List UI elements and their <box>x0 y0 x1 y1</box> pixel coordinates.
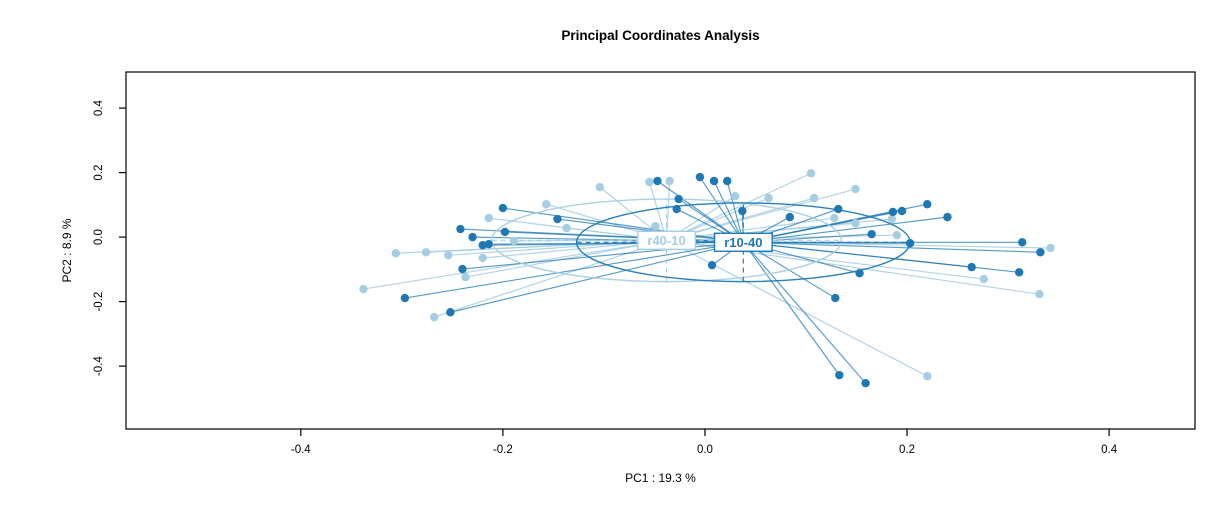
data-point-r40-10 <box>444 250 453 260</box>
data-point-r10-40 <box>923 200 932 209</box>
data-point-r40-10 <box>806 169 816 178</box>
spider-line-r10-40 <box>742 241 840 376</box>
data-point-r40-10 <box>764 193 773 203</box>
spider-line-r10-40 <box>472 236 744 243</box>
x-tick-label: 0.0 <box>697 444 713 456</box>
data-point-r40-10 <box>851 219 860 228</box>
data-point-r10-40 <box>738 206 747 216</box>
data-point-r10-40 <box>967 262 976 272</box>
data-point-r40-10 <box>478 253 487 263</box>
data-point-r10-40 <box>1018 238 1027 247</box>
spider-line-r10-40 <box>743 216 948 243</box>
data-point-r10-40 <box>709 176 719 186</box>
data-point-r40-10 <box>509 236 519 246</box>
pcoa-chart: Principal Coordinates Analysis r40-10 r10-… <box>60 28 1196 485</box>
data-point-r10-40 <box>861 379 870 388</box>
x-tick-label: -0.4 <box>291 444 311 456</box>
data-point-r10-40 <box>400 293 410 303</box>
data-point-r40-10 <box>923 371 932 381</box>
data-point-r40-10 <box>665 176 674 186</box>
spider-line-r40-10 <box>666 239 928 377</box>
spider-line-r10-40 <box>502 207 744 243</box>
data-point-r40-10 <box>809 193 819 203</box>
y-tick-label: 0.4 <box>93 100 105 117</box>
plot-border <box>125 71 1196 430</box>
data-point-r40-10 <box>892 230 902 240</box>
data-point-r40-10 <box>562 223 571 233</box>
data-point-r10-40 <box>867 230 876 239</box>
y-tick-label: 0.0 <box>93 229 105 245</box>
data-point-r10-40 <box>707 260 717 270</box>
data-point-r40-10 <box>887 214 897 224</box>
data-point-r40-10 <box>851 184 860 194</box>
data-point-r40-10 <box>1046 243 1055 253</box>
spider-line-r10-40 <box>404 241 744 299</box>
spider-line-r10-40 <box>699 176 744 243</box>
data-point-r40-10 <box>461 272 470 282</box>
data-point-r10-40 <box>484 240 493 249</box>
x-tick-label: -0.2 <box>493 444 513 456</box>
centroid-label-r40-10: r40-10 <box>647 233 685 248</box>
y-tick-label: -0.4 <box>93 356 105 376</box>
data-point-r10-40 <box>672 204 681 214</box>
data-point-r10-40 <box>897 206 907 216</box>
data-point-r40-10 <box>359 284 368 294</box>
x-tick-label: 0.2 <box>899 444 915 456</box>
data-point-r10-40 <box>943 212 952 222</box>
data-point-r10-40 <box>1014 268 1024 277</box>
data-point-r10-40 <box>722 176 732 186</box>
data-point-r40-10 <box>830 213 839 223</box>
data-point-r40-10 <box>421 248 431 257</box>
centroid-label-r10-40: r10-40 <box>724 235 762 250</box>
data-point-r10-40 <box>468 232 477 242</box>
y-tick-label: 0.2 <box>93 165 105 181</box>
spider-line-r40-10 <box>666 188 856 241</box>
data-point-r40-10 <box>651 221 660 231</box>
centroid-label-box-r40-10 <box>637 230 697 251</box>
data-point-r10-40 <box>785 212 795 222</box>
spider-line-r10-40 <box>743 241 1041 253</box>
data-point-r40-10 <box>595 182 605 192</box>
data-point-r10-40 <box>855 269 864 278</box>
y-tick-label: -0.2 <box>93 292 105 312</box>
data-point-r40-10 <box>391 249 400 258</box>
data-point-r10-40 <box>888 207 898 217</box>
pcoa-figure: Principal Coordinates Analysis r40-10 r10-… <box>40 16 1227 516</box>
data-point-r10-40 <box>458 264 467 274</box>
data-point-r10-40 <box>905 239 915 248</box>
data-point-r10-40 <box>695 172 705 182</box>
spider-line-r10-40 <box>488 241 744 245</box>
data-point-r10-40 <box>456 224 465 234</box>
spider-line-r40-10 <box>666 172 812 241</box>
data-point-r40-10 <box>484 213 493 223</box>
data-point-r10-40 <box>674 194 683 204</box>
data-point-r10-40 <box>834 204 843 214</box>
data-point-r10-40 <box>831 293 840 303</box>
data-point-r10-40 <box>498 203 508 213</box>
x-axis-title: PC1 : 19.3 % <box>625 471 696 485</box>
spider-line-r10-40 <box>462 241 744 270</box>
data-point-r10-40 <box>1036 248 1045 257</box>
centroid-label-box-r10-40 <box>713 232 773 252</box>
data-point-r10-40 <box>500 227 510 237</box>
data-point-r10-40 <box>653 176 662 186</box>
data-point-r40-10 <box>979 274 989 284</box>
data-point-r10-40 <box>835 370 844 380</box>
data-point-r40-10 <box>542 200 551 209</box>
spider-line-r10-40 <box>713 180 744 243</box>
data-point-r10-40 <box>553 214 562 224</box>
spider-line-r10-40 <box>742 241 867 384</box>
data-point-r40-10 <box>429 312 439 322</box>
data-point-r10-40 <box>446 308 455 317</box>
data-point-r40-10 <box>731 191 740 201</box>
x-tick-label: 0.4 <box>1101 444 1118 456</box>
chart-title: Principal Coordinates Analysis <box>561 28 759 43</box>
data-point-r40-10 <box>1035 289 1044 299</box>
spider-line-r10-40 <box>726 180 744 243</box>
spider-line-r40-10 <box>665 180 671 241</box>
data-point-r40-10 <box>645 177 654 187</box>
y-axis-title: PC2 : 8.9 % <box>60 218 74 282</box>
spider-line-r10-40 <box>450 241 744 313</box>
spider-line-r40-10 <box>363 239 667 290</box>
